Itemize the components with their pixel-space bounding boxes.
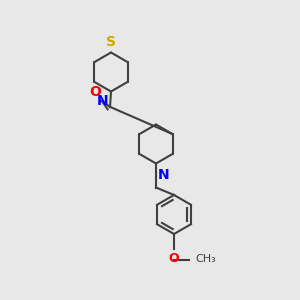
- Text: CH₃: CH₃: [195, 254, 216, 265]
- Text: N: N: [158, 168, 169, 182]
- Text: O: O: [169, 252, 179, 265]
- Text: S: S: [106, 35, 116, 50]
- Text: N: N: [96, 94, 108, 109]
- Text: O: O: [89, 85, 101, 99]
